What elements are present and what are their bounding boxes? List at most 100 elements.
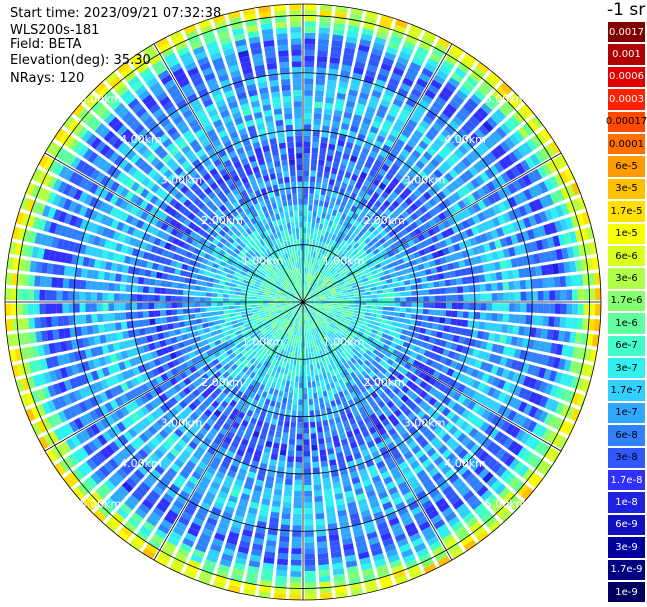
gate-cell <box>398 133 409 143</box>
gate-cell <box>303 393 308 400</box>
gate-cell <box>270 400 276 407</box>
gate-cell <box>113 303 120 311</box>
gate-cell <box>280 524 290 531</box>
gate-cell <box>272 494 282 502</box>
gate-cell <box>381 191 389 200</box>
gate-cell <box>444 124 456 135</box>
gate-cell <box>307 286 310 292</box>
gate-cell <box>300 353 303 360</box>
gate-cell <box>310 281 315 288</box>
gate-cell <box>360 241 367 248</box>
gate-cell <box>442 108 454 119</box>
gate-cell <box>433 169 443 179</box>
gate-cell <box>262 300 269 302</box>
gate-cell <box>196 274 204 280</box>
gate-cell <box>404 280 411 286</box>
gate-cell <box>299 376 303 383</box>
gate-cell <box>303 187 309 194</box>
gate-cell <box>280 443 288 451</box>
gate-cell <box>284 421 290 428</box>
gate-cell <box>304 9 317 16</box>
gate-cell <box>103 271 111 281</box>
gate-cell <box>315 507 324 514</box>
gate-cell <box>334 180 342 188</box>
gate-cell <box>474 293 481 301</box>
gate-cell <box>240 302 246 305</box>
gate-cell <box>271 394 278 402</box>
gate-cell <box>218 284 225 289</box>
gate-cell <box>535 265 543 276</box>
gate-cell <box>149 318 156 326</box>
gate-cell <box>198 329 205 335</box>
gate-cell <box>246 293 252 297</box>
gate-cell <box>311 290 317 295</box>
gate-cell <box>415 104 427 114</box>
gate-cell <box>313 199 319 206</box>
gate-cell <box>303 376 307 383</box>
gate-cell <box>320 267 325 274</box>
gate-cell <box>399 286 406 292</box>
gate-cell <box>328 178 335 186</box>
gate-cell <box>400 148 410 158</box>
gate-cell <box>326 251 332 258</box>
gate-cell <box>311 289 316 295</box>
gate-cell <box>308 398 314 405</box>
gate-cell <box>398 168 407 177</box>
gate-cell <box>229 286 236 291</box>
gate-cell <box>307 216 312 223</box>
gate-cell <box>251 302 258 305</box>
gate-cell <box>341 122 350 131</box>
gate-cell <box>395 93 406 103</box>
gate-cell <box>303 210 308 217</box>
gate-cell <box>207 321 215 327</box>
gate-cell <box>51 277 58 288</box>
gate-cell <box>382 310 389 315</box>
gate-cell <box>303 164 310 171</box>
gate-cell <box>507 270 514 280</box>
gate-cell <box>329 138 337 145</box>
gate-cell <box>365 305 372 309</box>
gate-cell <box>229 313 236 318</box>
gate-cell <box>343 248 349 255</box>
gate-cell <box>205 302 212 307</box>
gate-cell <box>154 317 162 325</box>
gate-cell <box>342 58 353 67</box>
gate-cell <box>491 303 498 311</box>
gate-cell <box>439 280 446 287</box>
gate-cell <box>336 145 344 153</box>
gate-cell <box>566 289 573 301</box>
gate-cell <box>205 292 212 297</box>
gate-cell <box>319 260 324 267</box>
gate-cell <box>308 204 313 211</box>
gate-cell <box>293 508 302 514</box>
gate-cell <box>45 276 53 288</box>
gate-cell <box>512 325 520 335</box>
gate-cell <box>346 184 354 192</box>
gate-cell <box>432 100 444 112</box>
gate-cell <box>344 106 354 114</box>
gate-cell <box>292 346 296 353</box>
gate-cell <box>350 125 359 133</box>
gate-cell <box>165 302 172 309</box>
gate-cell <box>350 232 357 240</box>
gate-cell <box>309 274 312 281</box>
gate-cell <box>290 421 296 428</box>
gate-cell <box>194 313 201 319</box>
gate-cell <box>343 111 353 119</box>
gate-cell <box>307 221 311 228</box>
gate-cell <box>86 325 94 335</box>
gate-cell <box>317 552 329 560</box>
gate-cell <box>470 132 481 144</box>
gate-cell <box>387 283 394 288</box>
gate-cell <box>310 228 315 234</box>
gate-cell <box>278 547 289 554</box>
gate-cell <box>366 155 375 164</box>
gate-cell <box>387 40 400 50</box>
gate-cell <box>411 290 418 296</box>
gate-cell <box>333 228 339 236</box>
gate-cell <box>22 274 30 286</box>
gate-cell <box>576 318 584 330</box>
gate-cell <box>434 295 441 302</box>
gate-cell <box>400 108 411 118</box>
gate-cell <box>310 233 314 240</box>
